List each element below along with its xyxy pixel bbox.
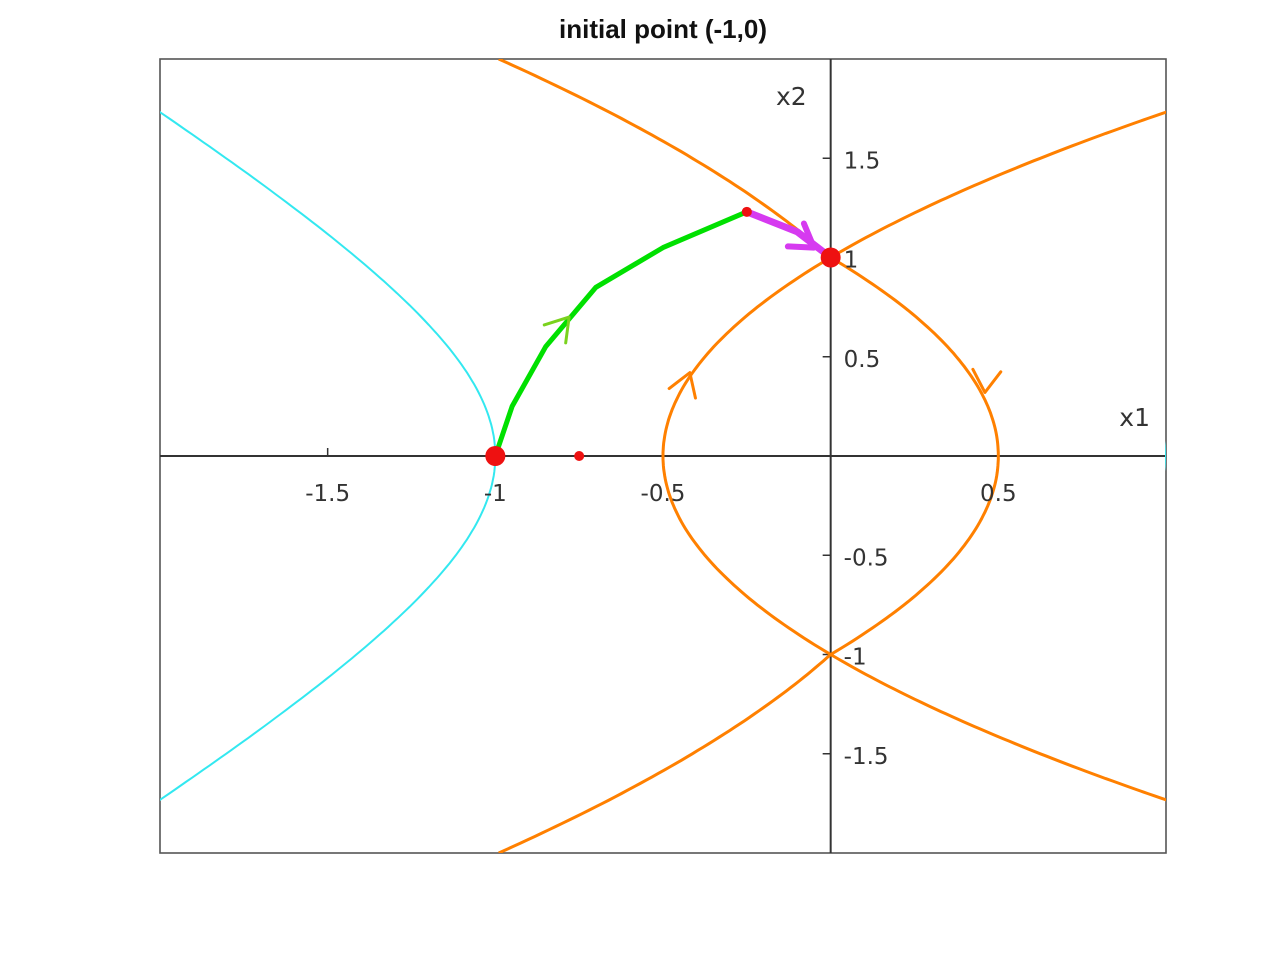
orange-upper-right [829, 110, 1166, 259]
x-tick-label: -1.5 [305, 481, 350, 507]
y-tick-label: -1 [844, 645, 867, 671]
y-tick-label: -0.5 [844, 545, 889, 571]
y-tick-label: 0.5 [844, 347, 881, 373]
orange-right-arrow-head [971, 367, 1003, 394]
orange-upper-left [498, 59, 832, 259]
x-tick-label: -1 [484, 481, 507, 507]
orange-right-arrow [971, 367, 1003, 394]
y-tick-label: -1.5 [844, 744, 889, 770]
y-tick-label: 1 [844, 248, 859, 274]
x-tick-label: -0.5 [641, 481, 686, 507]
x-tick-label: 0.5 [980, 481, 1017, 507]
magenta-direction-arrow [784, 220, 817, 251]
orange-lower-right [829, 653, 1166, 802]
magenta-direction-arrow-head [784, 220, 817, 251]
green-direction-arrow [542, 315, 571, 345]
x-axis-label: x1 [1119, 403, 1150, 432]
y-axis-label: x2 [776, 82, 807, 111]
green-path [492, 209, 750, 459]
point-marker [741, 206, 752, 217]
orange-left-arrow [667, 371, 697, 400]
point-marker [820, 247, 841, 268]
orange-loop-left [661, 256, 832, 656]
green-direction-arrow-head [542, 315, 571, 345]
magenta-path [743, 208, 835, 261]
point-marker [485, 446, 506, 466]
orange-left-arrow-head [667, 371, 697, 400]
cyan-hyperbola-branch [1164, 440, 1166, 472]
orange-loop-right [829, 256, 1000, 656]
curves [160, 59, 1166, 853]
point-marker [574, 451, 585, 461]
chart-title: initial point (-1,0) [559, 14, 767, 44]
point-markers [485, 206, 841, 466]
trajectory-paths [492, 208, 835, 459]
direction-arrows [542, 220, 1003, 400]
y-tick-label: 1.5 [844, 148, 881, 174]
orange-lower-left [498, 653, 832, 853]
tick-labels: -1.5 -1 -0.5 0.5 1.5 1 0.5 -0.5 -1 -1.5 x1 x2 [305, 82, 1150, 770]
